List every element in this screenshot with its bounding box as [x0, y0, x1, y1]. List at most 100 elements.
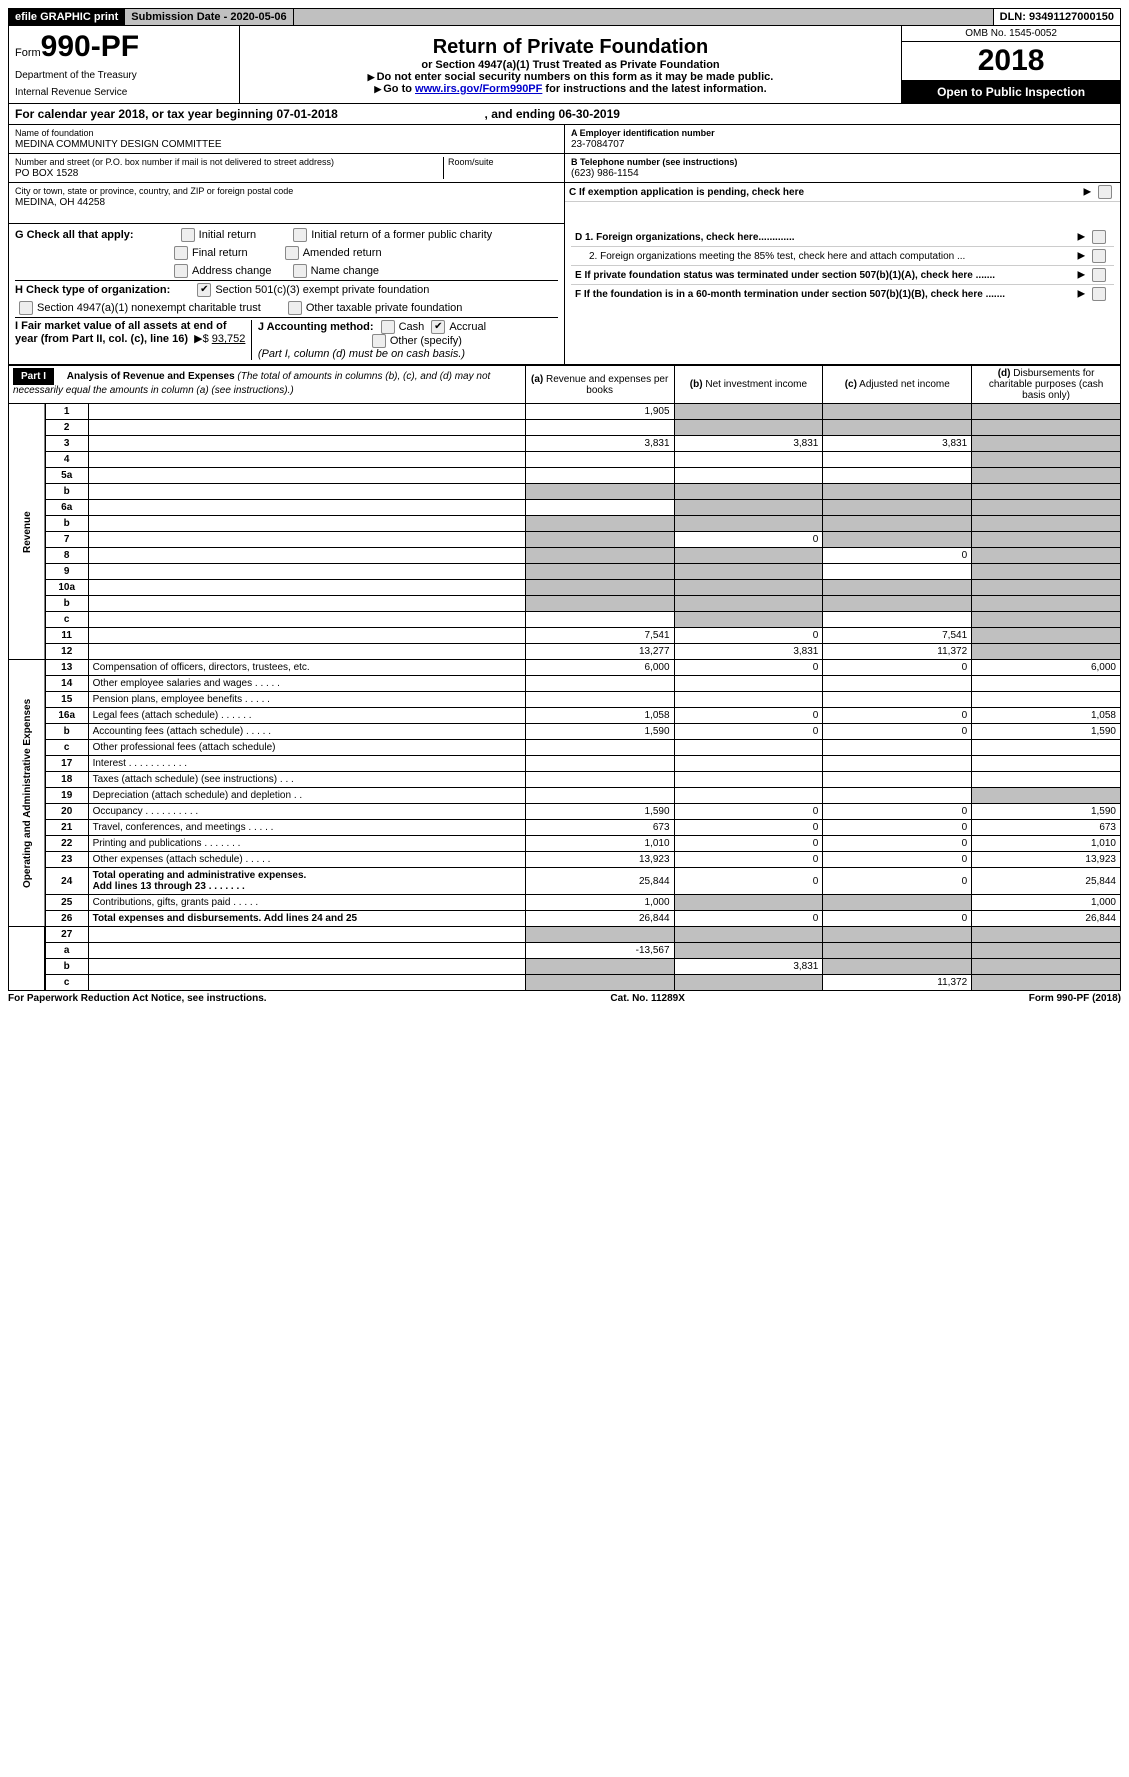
- cell: [823, 500, 972, 516]
- box-f: F If the foundation is in a 60-month ter…: [571, 285, 1114, 303]
- line-desc: [88, 548, 525, 564]
- line-num: b: [45, 959, 88, 975]
- cell: [823, 468, 972, 484]
- section-spacer: [9, 927, 45, 991]
- line-desc: Total operating and administrative expen…: [88, 868, 525, 895]
- line-num: 11: [45, 628, 88, 644]
- cell: [525, 484, 674, 500]
- dept-line2: Internal Revenue Service: [15, 87, 233, 98]
- table-row: 20Occupancy . . . . . . . . . .1,590001,…: [9, 804, 1121, 820]
- line-num: 17: [45, 756, 88, 772]
- page-footer: For Paperwork Reduction Act Notice, see …: [8, 993, 1121, 1004]
- checkbox-c[interactable]: [1098, 185, 1112, 199]
- cell: [525, 788, 674, 804]
- line-desc: [88, 644, 525, 660]
- cb-d1[interactable]: [1092, 230, 1106, 244]
- cell: [823, 692, 972, 708]
- cb-501c3[interactable]: [197, 283, 211, 297]
- cell: [525, 564, 674, 580]
- cell: 25,844: [525, 868, 674, 895]
- open-inspection: Open to Public Inspection: [902, 81, 1120, 103]
- cb-name[interactable]: [293, 264, 307, 278]
- table-row: a -13,567: [9, 943, 1121, 959]
- city: MEDINA, OH 44258: [15, 197, 558, 208]
- cb-amended[interactable]: [285, 246, 299, 260]
- line-num: b: [45, 484, 88, 500]
- cell: 3,831: [674, 644, 823, 660]
- cb-other-acct[interactable]: [372, 334, 386, 348]
- g-row2: Final return Amended return: [170, 246, 558, 260]
- table-row: Operating and Administrative Expenses13C…: [9, 660, 1121, 676]
- cell: 0: [674, 532, 823, 548]
- cell: [674, 580, 823, 596]
- line-desc: [88, 484, 525, 500]
- cell: [674, 943, 823, 959]
- line-num: 14: [45, 676, 88, 692]
- cb-cash[interactable]: [381, 320, 395, 334]
- cb-initial-former[interactable]: [293, 228, 307, 242]
- cell: 7,541: [823, 628, 972, 644]
- line-desc: Taxes (attach schedule) (see instruction…: [88, 772, 525, 788]
- cell: [525, 532, 674, 548]
- cell: [674, 772, 823, 788]
- line-desc: [88, 532, 525, 548]
- cell: 13,923: [525, 852, 674, 868]
- cell: [525, 975, 674, 991]
- line-num: 3: [45, 436, 88, 452]
- cell: [972, 564, 1121, 580]
- line-desc: [88, 516, 525, 532]
- cb-accrual[interactable]: [431, 320, 445, 334]
- cell: -13,567: [525, 943, 674, 959]
- cb-4947[interactable]: [19, 301, 33, 315]
- form-number: Form990-PF: [15, 30, 233, 64]
- cell: 0: [674, 911, 823, 927]
- cell: 0: [823, 852, 972, 868]
- irs-link[interactable]: www.irs.gov/Form990PF: [415, 83, 542, 95]
- cell: [525, 548, 674, 564]
- cell: [674, 740, 823, 756]
- table-row: c: [9, 612, 1121, 628]
- cb-e[interactable]: [1092, 268, 1106, 282]
- line-desc: [88, 975, 525, 991]
- checks-block: G Check all that apply: Initial return I…: [8, 224, 1121, 365]
- box-d2: 2. Foreign organizations meeting the 85%…: [571, 247, 1114, 266]
- cell: 25,844: [972, 868, 1121, 895]
- cell: [972, 420, 1121, 436]
- cb-other-tax[interactable]: [288, 301, 302, 315]
- line-num: 27: [45, 927, 88, 943]
- line-desc: Travel, conferences, and meetings . . . …: [88, 820, 525, 836]
- cb-address[interactable]: [174, 264, 188, 278]
- cb-f[interactable]: [1092, 287, 1106, 301]
- cell: [525, 468, 674, 484]
- cb-initial[interactable]: [181, 228, 195, 242]
- table-row: 33,8313,8313,831: [9, 436, 1121, 452]
- line-num: a: [45, 943, 88, 959]
- line-num: 21: [45, 820, 88, 836]
- cell: 0: [823, 708, 972, 724]
- table-row: 9: [9, 564, 1121, 580]
- table-row: 70: [9, 532, 1121, 548]
- ein: 23-7084707: [571, 139, 1114, 150]
- cell: [823, 959, 972, 975]
- line-num: 10a: [45, 580, 88, 596]
- cb-final[interactable]: [174, 246, 188, 260]
- table-row: b3,831: [9, 959, 1121, 975]
- cb-d2[interactable]: [1092, 249, 1106, 263]
- city-label: City or town, state or province, country…: [15, 186, 558, 196]
- table-row: Revenue11,905: [9, 404, 1121, 420]
- footer-right: Form 990-PF (2018): [1029, 993, 1121, 1004]
- cell: [972, 532, 1121, 548]
- line-desc: [88, 436, 525, 452]
- cell: 6,000: [972, 660, 1121, 676]
- line-num: c: [45, 740, 88, 756]
- cell: [674, 500, 823, 516]
- line-num: 7: [45, 532, 88, 548]
- table-row: 15Pension plans, employee benefits . . .…: [9, 692, 1121, 708]
- cell: 0: [674, 804, 823, 820]
- cell: [972, 959, 1121, 975]
- cell: 0: [674, 724, 823, 740]
- table-row: bAccounting fees (attach schedule) . . .…: [9, 724, 1121, 740]
- table-row: 80: [9, 548, 1121, 564]
- cell: [972, 548, 1121, 564]
- cell: [525, 580, 674, 596]
